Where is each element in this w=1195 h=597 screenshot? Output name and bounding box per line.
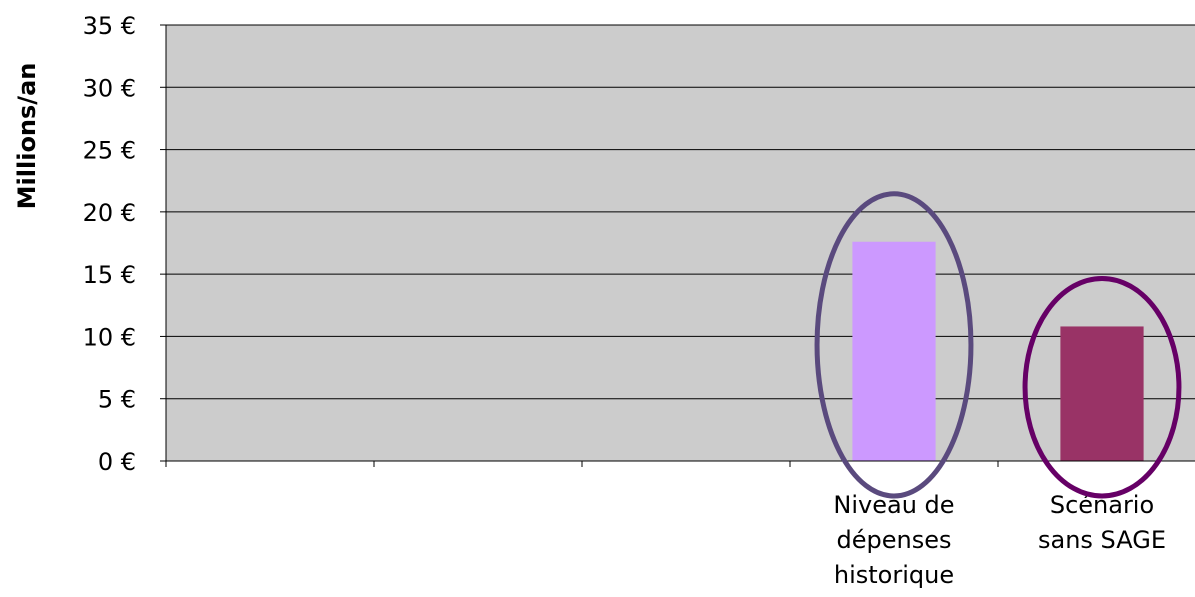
y-tick-label: 0 € <box>98 448 136 476</box>
bars <box>852 241 1144 461</box>
category-label: Scénario sans SAGE <box>1038 491 1166 554</box>
bar <box>852 241 936 461</box>
y-tick-label: 10 € <box>83 323 136 351</box>
highlight-ellipse <box>1022 275 1182 499</box>
y-tick-label: 30 € <box>83 74 136 102</box>
y-tick-label: 5 € <box>98 386 136 414</box>
y-tick-label: 15 € <box>83 261 136 289</box>
y-tick-labels: 0 € 5 € 10 € 15 € 20 € 25 € 30 € 35 € <box>83 12 136 476</box>
plot-area <box>166 25 1195 461</box>
category-labels: Niveau de dépenses historique Scénario sans … <box>833 491 1166 589</box>
y-tick-label: 20 € <box>83 199 136 227</box>
axes <box>160 24 1195 467</box>
bar <box>1060 326 1144 461</box>
y-tick-label: 25 € <box>83 137 136 165</box>
y-axis-label: Millions/an <box>13 63 41 210</box>
category-label: Niveau de dépenses historique <box>833 491 954 589</box>
highlight-ellipse <box>814 191 974 499</box>
y-tick-label: 35 € <box>83 12 136 40</box>
highlight-ellipses <box>814 191 1182 499</box>
gridlines <box>166 24 1195 400</box>
